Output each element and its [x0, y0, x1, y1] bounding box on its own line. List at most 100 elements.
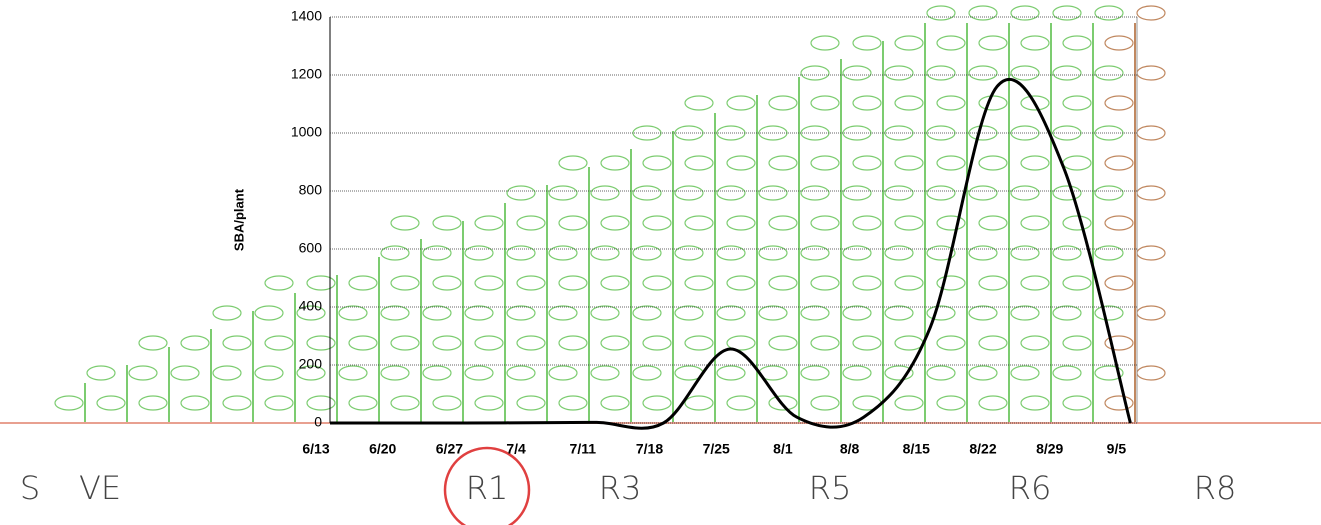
growth-stage-label: R8 [1194, 469, 1237, 507]
plant-leaf [1136, 5, 1166, 21]
plant-leaf [1062, 335, 1092, 351]
growth-stage-label: R6 [1009, 469, 1052, 507]
plant-leaf [590, 185, 620, 201]
plant-leaf [1136, 305, 1166, 321]
plant-leaf [1094, 65, 1124, 81]
plant-leaf [1020, 215, 1050, 231]
plant-leaf [800, 245, 830, 261]
plant-leaf [926, 65, 956, 81]
plant-leaf [180, 335, 210, 351]
plant-leaf [474, 395, 504, 411]
plant-leaf [506, 365, 536, 381]
plant-leaf [936, 275, 966, 291]
plant-leaf [1104, 95, 1134, 111]
plant-leaf [390, 395, 420, 411]
plant-leaf [138, 335, 168, 351]
plant-leaf [684, 275, 714, 291]
plant-leaf [936, 35, 966, 51]
plant-leaf [768, 155, 798, 171]
plant-leaf [968, 185, 998, 201]
plant-leaf [810, 395, 840, 411]
plant-leaf [884, 365, 914, 381]
plant-leaf [632, 185, 662, 201]
plant-leaf [1136, 245, 1166, 261]
plant-leaf [800, 185, 830, 201]
plant-leaf [54, 395, 84, 411]
y-tick-label: 200 [299, 356, 323, 372]
plant-leaf [978, 215, 1008, 231]
plant-leaf [1104, 335, 1134, 351]
plant-leaf [222, 335, 252, 351]
plant-leaf [348, 275, 378, 291]
plant-leaf [338, 365, 368, 381]
plant-leaf [642, 275, 672, 291]
plant-illustration [54, 5, 1166, 423]
plant-leaf [1094, 365, 1124, 381]
plant-leaf [1062, 395, 1092, 411]
plant-leaf [978, 35, 1008, 51]
plant-leaf [884, 65, 914, 81]
plant-leaf [1052, 245, 1082, 261]
plant-leaf [978, 395, 1008, 411]
plant-leaf [600, 155, 630, 171]
plant-leaf [1052, 365, 1082, 381]
plant-leaf [810, 155, 840, 171]
plant-leaf [1104, 155, 1134, 171]
plant-leaf [926, 185, 956, 201]
plant-leaf [1010, 245, 1040, 261]
plant-leaf [852, 35, 882, 51]
x-tick-label: 7/18 [636, 441, 663, 457]
y-tick-label: 1200 [291, 66, 322, 82]
plant-leaf [684, 395, 714, 411]
plant-leaf [674, 245, 704, 261]
plant-leaf [852, 155, 882, 171]
x-tick-label: 7/11 [570, 441, 597, 457]
plant-leaf [254, 365, 284, 381]
plant-leaf [86, 365, 116, 381]
plant-leaf [968, 65, 998, 81]
growth-stage-label: R1 [466, 469, 509, 507]
plant-leaf [810, 335, 840, 351]
plant-leaf [1104, 215, 1134, 231]
plant-leaf [1094, 185, 1124, 201]
plant-leaf [1052, 65, 1082, 81]
y-tick-label: 1400 [291, 8, 322, 24]
plant-leaf [642, 215, 672, 231]
plant-leaf [936, 155, 966, 171]
plant-leaf [642, 155, 672, 171]
plant-leaf [936, 95, 966, 111]
plant-leaf [1136, 185, 1166, 201]
plant-leaf [432, 335, 462, 351]
plant-leaf [978, 335, 1008, 351]
plant-leaf [1010, 365, 1040, 381]
plant-leaf [590, 245, 620, 261]
y-tick-label: 600 [299, 240, 323, 256]
plant-leaf [768, 95, 798, 111]
plant-leaf [558, 335, 588, 351]
y-tick-label: 800 [299, 182, 323, 198]
plant-leaf [1010, 5, 1040, 21]
plant-leaf [516, 275, 546, 291]
plant-leaf [894, 395, 924, 411]
plant-leaf [600, 275, 630, 291]
plant-leaf [1020, 35, 1050, 51]
plant-leaf [894, 35, 924, 51]
plant-leaf [558, 275, 588, 291]
plant-leaf [1104, 35, 1134, 51]
plant-leaf [590, 365, 620, 381]
plant-leaf [212, 305, 242, 321]
plant-leaf [674, 185, 704, 201]
plant-leaf [600, 335, 630, 351]
plant-leaf [800, 305, 830, 321]
plant-leaf [884, 185, 914, 201]
plant-leaf [758, 185, 788, 201]
plant-leaf [432, 275, 462, 291]
x-tick-label: 7/25 [703, 441, 730, 457]
plant-leaf [1052, 185, 1082, 201]
plant-leaf [632, 245, 662, 261]
plant-leaf [1136, 65, 1166, 81]
x-tick-label: 8/8 [840, 441, 860, 457]
plant-leaf [464, 305, 494, 321]
plant-leaf [254, 305, 284, 321]
plant-leaf [1020, 95, 1050, 111]
